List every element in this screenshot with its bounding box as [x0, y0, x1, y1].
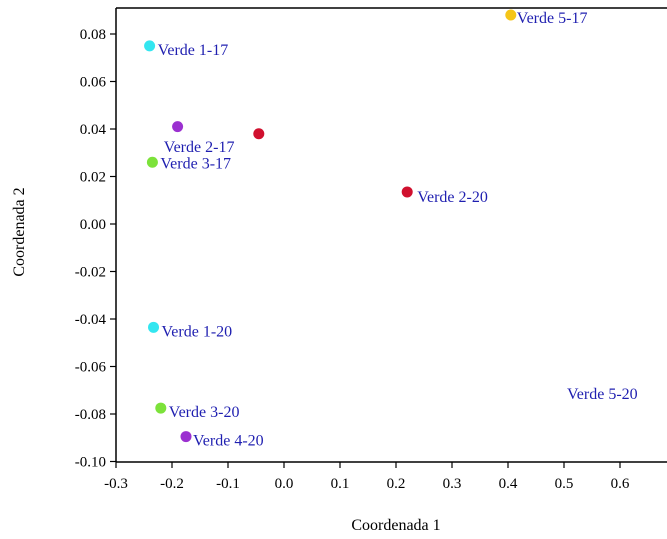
point-label: Verde 5-17 [517, 10, 588, 27]
x-tick-label: 0.4 [499, 476, 518, 492]
x-tick-label: 0.3 [443, 476, 462, 492]
x-tick-label: 0.0 [275, 476, 294, 492]
x-tick-label: 0.1 [331, 476, 350, 492]
point-label: Verde 2-17 [164, 139, 235, 156]
y-axis-title: Coordenada 2 [11, 187, 28, 276]
point-label: Verde 4-20 [193, 433, 264, 450]
y-tick-label: 0.02 [80, 170, 106, 186]
x-tick-label: 0.6 [611, 476, 630, 492]
y-tick-label: -0.08 [75, 407, 106, 423]
data-point [180, 431, 192, 443]
y-tick-label: 0.08 [80, 27, 106, 43]
x-axis-title: Coordenada 1 [351, 517, 440, 534]
y-tick-label: 0.00 [80, 217, 106, 233]
point-label: Verde 3-20 [169, 404, 240, 421]
y-tick-label: 0.06 [80, 75, 107, 91]
data-point [155, 402, 167, 414]
data-point [148, 321, 160, 333]
point-label: Verde 2-20 [417, 189, 488, 206]
data-point [146, 156, 158, 168]
data-point [144, 40, 156, 52]
y-tick-label: -0.04 [75, 312, 107, 328]
data-point [505, 9, 517, 21]
data-point [401, 186, 413, 198]
y-tick-label: 0.04 [80, 122, 107, 138]
point-label: Verde 5-20 [567, 386, 638, 403]
point-label: Verde 1-17 [158, 42, 229, 59]
x-tick-label: -0.1 [216, 476, 240, 492]
y-tick-label: -0.10 [75, 455, 106, 471]
x-tick-label: -0.2 [160, 476, 184, 492]
x-tick-label: -0.3 [104, 476, 128, 492]
y-tick-label: -0.06 [75, 360, 107, 376]
data-point [172, 121, 184, 133]
x-tick-label: 0.5 [555, 476, 574, 492]
x-tick-label: 0.2 [387, 476, 406, 492]
point-label: Verde 3-17 [160, 155, 231, 172]
point-label: Verde 1-20 [162, 323, 233, 340]
y-tick-label: -0.02 [75, 265, 106, 281]
data-point [253, 128, 265, 140]
